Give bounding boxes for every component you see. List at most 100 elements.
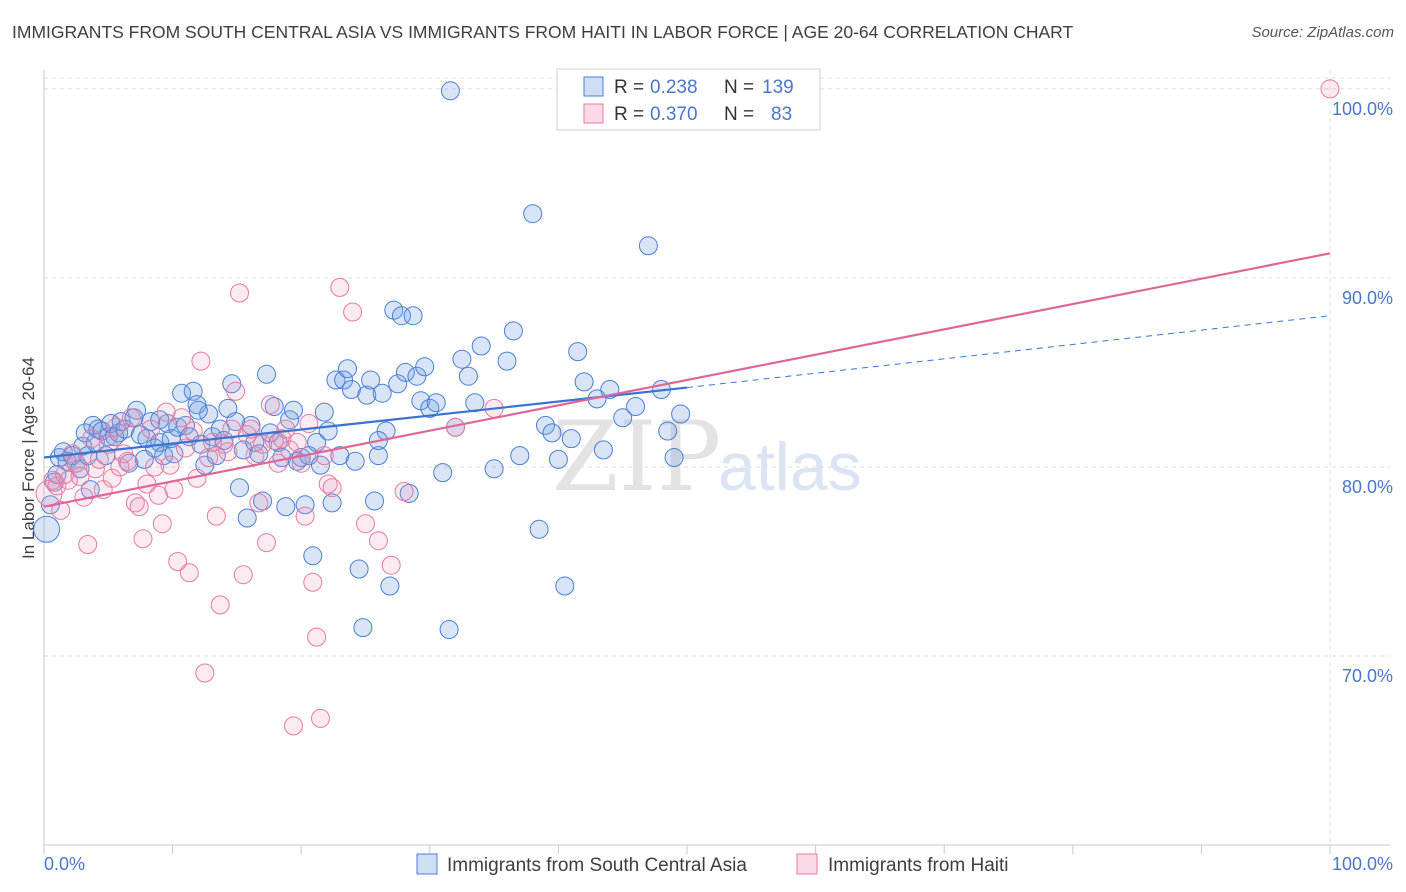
- series-legend: Immigrants from South Central Asia Immig…: [416, 853, 1009, 876]
- point-haiti: [118, 451, 138, 471]
- point-south-central-asia: [452, 349, 472, 369]
- point-haiti: [85, 459, 105, 479]
- point-south-central-asia: [392, 306, 411, 326]
- legend-label-haiti: Immigrants from Haiti: [828, 855, 1009, 876]
- legend-swatch-south-central-asia: [416, 853, 438, 875]
- point-south-central-asia: [361, 370, 381, 390]
- point-haiti: [129, 497, 149, 517]
- point-south-central-asia: [203, 427, 222, 447]
- point-haiti: [381, 555, 401, 575]
- point-south-central-asia: [638, 236, 658, 256]
- chart-title: IMMIGRANTS FROM SOUTH CENTRAL ASIA VS IM…: [12, 22, 1074, 42]
- point-south-central-asia: [276, 497, 296, 517]
- point-south-central-asia: [353, 618, 373, 638]
- point-haiti: [318, 474, 338, 494]
- point-haiti: [272, 429, 292, 449]
- x-tick-label-max: 100.0%: [1332, 854, 1393, 874]
- point-south-central-asia: [349, 559, 369, 579]
- point-haiti: [249, 493, 269, 513]
- y-tick-label: 100.0%: [1332, 99, 1393, 119]
- legend-label-south-central-asia: Immigrants from South Central Asia: [447, 855, 747, 876]
- point-south-central-asia: [365, 491, 384, 511]
- stats-legend: R = 0.238 N = 139 R = 0.370 N = 83: [556, 68, 821, 131]
- point-haiti: [179, 563, 199, 583]
- point-south-central-asia: [230, 478, 249, 498]
- point-south-central-asia: [372, 383, 392, 403]
- point-south-central-asia: [188, 400, 208, 420]
- point-south-central-asia: [542, 423, 562, 443]
- y-axis-label: In Labor Force | Age 20-64: [19, 357, 38, 559]
- point-haiti: [284, 716, 303, 736]
- point-south-central-asia: [380, 576, 400, 596]
- point-south-central-asia: [529, 519, 549, 539]
- point-south-central-asia: [484, 459, 504, 479]
- point-south-central-asia: [384, 300, 404, 320]
- point-south-central-asia: [440, 81, 460, 101]
- point-south-central-asia: [658, 421, 678, 441]
- point-south-central-asia: [311, 455, 330, 475]
- point-south-central-asia: [318, 421, 338, 441]
- point-haiti: [195, 663, 215, 683]
- trend-layer: [43, 252, 1331, 508]
- point-south-central-asia: [338, 359, 357, 379]
- y-tick-label: 90.0%: [1342, 288, 1393, 308]
- point-haiti: [343, 302, 363, 322]
- point-south-central-asia: [433, 463, 453, 483]
- point-south-central-asia: [510, 446, 530, 466]
- point-south-central-asia: [237, 508, 257, 528]
- point-south-central-asia: [368, 446, 388, 466]
- stats-r-label-pink: R =: [614, 104, 644, 125]
- x-tick-label-min: 0.0%: [44, 854, 85, 874]
- point-haiti: [210, 595, 230, 615]
- point-haiti: [307, 627, 327, 647]
- point-south-central-asia: [497, 351, 517, 371]
- chart-source: Source: ZipAtlas.com: [1251, 24, 1394, 41]
- point-haiti: [70, 466, 90, 486]
- point-south-central-asia: [626, 397, 646, 416]
- point-haiti: [145, 457, 165, 477]
- point-south-central-asia: [334, 370, 354, 390]
- point-haiti: [226, 381, 246, 401]
- y-tick-labels: 70.0% 80.0% 90.0% 100.0%: [1332, 99, 1393, 686]
- point-south-central-asia: [326, 370, 346, 390]
- point-haiti: [291, 453, 311, 473]
- point-south-central-asia: [523, 204, 543, 224]
- watermark-zip: ZIP: [552, 401, 721, 513]
- point-south-central-asia: [357, 385, 377, 405]
- point-south-central-asia: [164, 444, 184, 464]
- point-south-central-asia: [303, 546, 323, 566]
- y-tick-label: 80.0%: [1342, 477, 1393, 497]
- point-south-central-asia: [314, 402, 334, 422]
- stats-r-value-pink: 0.370: [650, 104, 698, 125]
- point-south-central-asia: [322, 493, 342, 513]
- stats-legend-box: [556, 68, 821, 131]
- point-south-central-asia: [458, 366, 478, 386]
- point-haiti: [257, 533, 276, 553]
- point-haiti: [98, 434, 118, 454]
- point-haiti: [322, 478, 342, 498]
- point-haiti: [191, 351, 211, 371]
- stats-n-label-pink: N =: [724, 104, 754, 125]
- point-haiti: [172, 408, 192, 428]
- point-haiti: [311, 708, 330, 728]
- point-south-central-asia: [415, 357, 435, 377]
- point-haiti: [121, 408, 141, 428]
- point-haiti: [218, 442, 238, 462]
- point-haiti: [356, 514, 375, 534]
- point-south-central-asia: [395, 362, 415, 382]
- watermark-atlas: atlas: [718, 429, 862, 505]
- point-haiti: [260, 395, 280, 415]
- point-haiti: [43, 470, 63, 490]
- point-south-central-asia: [574, 372, 594, 392]
- legend-swatch-haiti: [796, 853, 818, 875]
- point-haiti: [141, 419, 161, 439]
- point-haiti: [295, 506, 315, 526]
- point-south-central-asia: [403, 306, 423, 326]
- point-haiti: [1320, 79, 1340, 99]
- point-haiti: [58, 470, 78, 490]
- stats-r-value-blue: 0.238: [650, 77, 698, 98]
- point-south-central-asia: [172, 383, 192, 403]
- point-south-central-asia: [388, 374, 408, 394]
- point-haiti: [330, 277, 350, 297]
- point-haiti: [82, 429, 102, 449]
